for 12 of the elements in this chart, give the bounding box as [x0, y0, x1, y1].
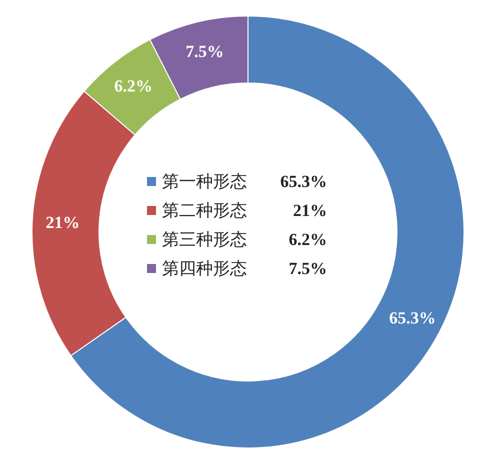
legend-label: 第四种形态: [162, 259, 247, 278]
data-label: 7.5%: [186, 42, 224, 62]
data-label: 65.3%: [389, 308, 436, 328]
legend-label: 第二种形态: [162, 201, 247, 220]
text: 6.2%: [288, 230, 327, 249]
text: 21%: [293, 201, 327, 220]
legend-label: 第一种形态: [162, 172, 247, 191]
legend-label: 第三种形态: [162, 230, 247, 249]
data-label: 21%: [46, 213, 80, 232]
data-label: 6.2%: [114, 76, 153, 96]
text: 65.3%: [280, 172, 327, 191]
text: 7.5%: [288, 259, 327, 278]
